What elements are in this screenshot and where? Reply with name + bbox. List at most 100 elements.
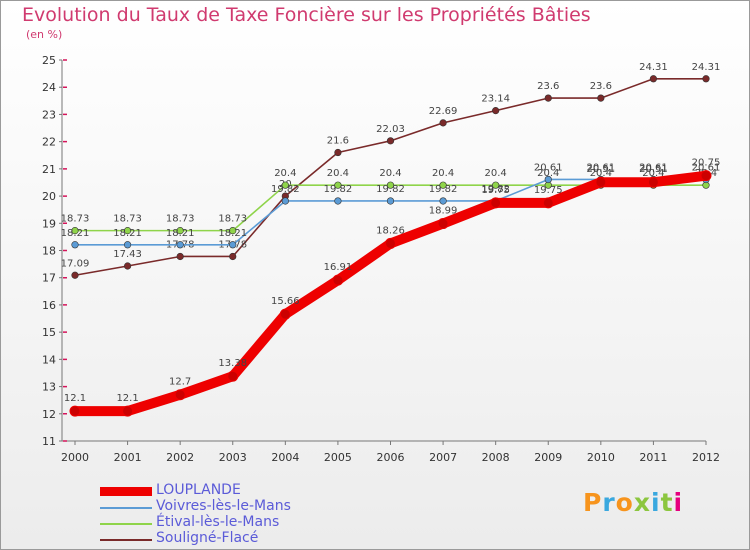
- y-tick-label: 25: [42, 54, 56, 67]
- data-point-louplande: [490, 197, 502, 209]
- data-point-voivres-les-le-mans: [71, 241, 79, 249]
- data-label-souligne-flace: 23.14: [481, 94, 510, 105]
- data-point-souligne-flace: [229, 252, 237, 261]
- data-point-souligne-flace: [334, 148, 342, 157]
- x-tick-label: 2005: [324, 451, 352, 464]
- data-point-louplande: [700, 170, 712, 182]
- legend-label: Étival-lès-le-Mans: [156, 514, 280, 530]
- data-point-voivres-les-le-mans: [334, 197, 342, 205]
- data-label-voivres-les-le-mans: 19.82: [271, 184, 300, 195]
- data-point-voivres-les-le-mans: [123, 241, 132, 249]
- data-point-voivres-les-le-mans: [386, 197, 395, 205]
- logo-letter: x: [633, 488, 651, 517]
- data-label-etival-les-le-mans: 20.4: [537, 168, 559, 179]
- legend-swatch: [100, 539, 152, 541]
- data-label-souligne-flace: 22.03: [376, 124, 405, 135]
- data-label-louplande: 12.1: [64, 393, 86, 404]
- x-tick-label: 2000: [61, 451, 89, 464]
- y-tick-label: 21: [42, 163, 56, 176]
- data-label-louplande: 18.26: [376, 225, 405, 236]
- logo-letter: t: [660, 488, 674, 517]
- legend-label: Souligné-Flacé: [156, 530, 259, 546]
- y-tick-label: 24: [42, 81, 56, 94]
- data-point-louplande: [595, 176, 607, 188]
- data-label-souligne-flace: 17.09: [61, 258, 90, 269]
- data-point-etival-les-le-mans: [123, 227, 132, 235]
- data-point-souligne-flace: [492, 107, 500, 115]
- data-label-voivres-les-le-mans: 19.82: [324, 184, 353, 195]
- data-point-souligne-flace: [649, 75, 658, 83]
- data-point-louplande: [332, 274, 344, 286]
- data-label-voivres-les-le-mans: 20.61: [534, 162, 563, 173]
- logo-letter: i: [651, 488, 661, 517]
- data-label-voivres-les-le-mans: 18.21: [113, 228, 142, 239]
- x-tick-label: 2002: [166, 451, 194, 464]
- y-tick-label: 15: [42, 326, 56, 339]
- data-label-louplande: 12.1: [116, 393, 138, 404]
- data-label-etival-les-le-mans: 20.4: [327, 168, 349, 179]
- x-tick-label: 2007: [429, 451, 457, 464]
- data-point-souligne-flace: [123, 262, 132, 270]
- data-label-louplande: 18.99: [429, 206, 458, 217]
- data-label-voivres-les-le-mans: 19.82: [376, 184, 405, 195]
- data-point-etival-les-le-mans: [334, 181, 342, 189]
- x-tick-label: 2008: [482, 451, 510, 464]
- y-tick-label: 13: [42, 381, 56, 394]
- data-label-etival-les-le-mans: 18.73: [113, 214, 142, 225]
- data-point-etival-les-le-mans: [492, 181, 500, 189]
- x-tick-label: 2006: [377, 451, 405, 464]
- data-label-etival-les-le-mans: 18.73: [61, 214, 90, 225]
- y-tick-label: 11: [42, 435, 56, 448]
- data-label-voivres-les-le-mans: 18.21: [61, 228, 90, 239]
- data-label-louplande: 13.38: [218, 358, 247, 369]
- data-label-etival-les-le-mans: 20.4: [590, 168, 612, 179]
- y-tick-label: 17: [42, 272, 56, 285]
- y-tick-label: 22: [42, 136, 56, 149]
- data-label-louplande: 12.7: [169, 377, 191, 388]
- x-tick-label: 2009: [534, 451, 562, 464]
- data-point-louplande: [385, 237, 396, 249]
- data-point-souligne-flace: [71, 271, 79, 279]
- data-label-voivres-les-le-mans: 20.61: [692, 162, 721, 173]
- data-label-souligne-flace: 24.31: [692, 62, 721, 73]
- y-tick-label: 14: [42, 353, 56, 366]
- data-point-etival-les-le-mans: [439, 181, 447, 189]
- data-label-louplande: 19.75: [481, 185, 510, 196]
- data-point-louplande: [647, 176, 659, 188]
- data-label-voivres-les-le-mans: 19.82: [481, 184, 510, 195]
- legend-swatch: [100, 507, 152, 509]
- logo-letter: P: [583, 488, 603, 517]
- data-point-voivres-les-le-mans: [544, 175, 552, 184]
- data-point-etival-les-le-mans: [176, 227, 184, 235]
- logo-letter: o: [615, 488, 634, 517]
- data-point-louplande: [122, 405, 134, 417]
- x-tick-label: 2012: [692, 451, 720, 464]
- y-tick-label: 20: [42, 190, 56, 203]
- data-label-etival-les-le-mans: 20.4: [274, 168, 296, 179]
- data-label-louplande: 20.51: [587, 164, 616, 175]
- x-tick-label: 2004: [271, 451, 299, 464]
- data-label-souligne-flace: 23.6: [590, 81, 612, 92]
- data-label-voivres-les-le-mans: 20.61: [639, 162, 668, 173]
- x-tick-label: 2010: [587, 451, 615, 464]
- data-point-souligne-flace: [176, 252, 184, 261]
- data-point-voivres-les-le-mans: [439, 197, 447, 205]
- data-label-etival-les-le-mans: 20.4: [379, 168, 401, 179]
- y-tick-label: 18: [42, 245, 56, 258]
- data-point-etival-les-le-mans: [386, 181, 395, 189]
- data-point-souligne-flace: [439, 119, 447, 127]
- y-tick-label: 12: [42, 408, 56, 421]
- data-label-etival-les-le-mans: 18.73: [218, 214, 247, 225]
- data-label-voivres-les-le-mans: 20.61: [587, 162, 616, 173]
- data-point-etival-les-le-mans: [229, 227, 237, 235]
- data-point-souligne-flace: [386, 137, 395, 145]
- y-tick-label: 19: [42, 217, 56, 230]
- data-point-louplande: [542, 197, 554, 209]
- chart-title: Evolution du Taux de Taxe Foncière sur l…: [22, 4, 591, 26]
- data-label-voivres-les-le-mans: 18.21: [218, 228, 247, 239]
- chart-subtitle: (en %): [26, 28, 63, 41]
- data-label-etival-les-le-mans: 20.4: [485, 168, 507, 179]
- data-point-louplande: [437, 218, 449, 230]
- logo-letter: r: [602, 488, 616, 517]
